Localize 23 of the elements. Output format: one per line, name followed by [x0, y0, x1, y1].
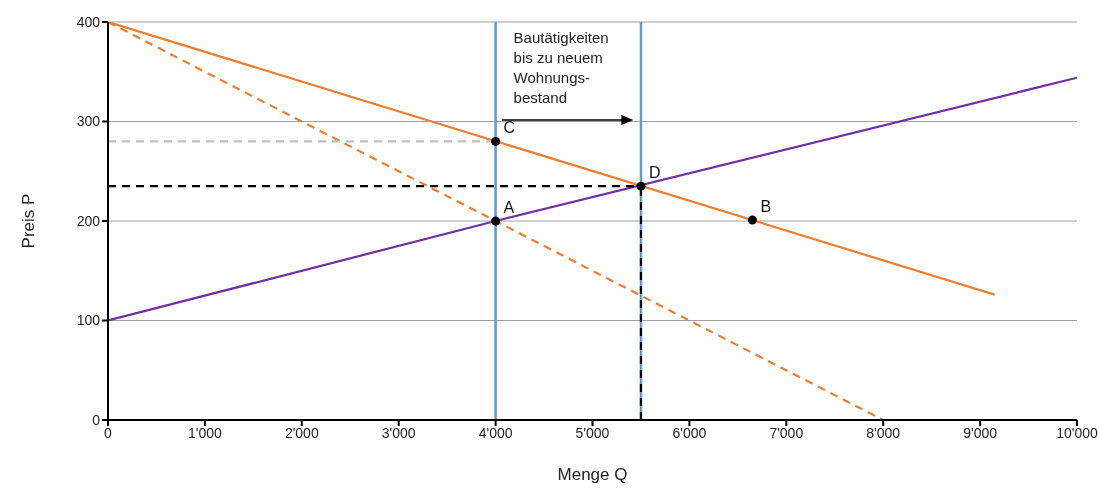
x-axis-title: Menge Q	[557, 465, 628, 484]
x-tick-label: 1'000	[187, 424, 223, 441]
y-tick-label: 0	[92, 411, 101, 428]
x-tick-label: 4'000	[478, 424, 513, 441]
x-tick-label: 6'000	[672, 424, 707, 441]
y-axis-title: Preis P	[19, 193, 39, 249]
y-tick-label: 300	[76, 113, 101, 130]
x-tick-label: 2'000	[284, 424, 319, 441]
annotation: D	[648, 164, 661, 182]
x-tick-label: 8'000	[866, 424, 901, 441]
x-tick-label: 9'000	[963, 424, 998, 441]
annotation: Bautätigkeiten bis zu neuem Wohnungs- bestand	[513, 28, 609, 108]
annotation: A	[503, 199, 515, 216]
x-tick-label: 3'000	[381, 424, 416, 441]
x-tick-label: 7'000	[769, 424, 804, 441]
annotation: C	[503, 119, 516, 137]
annotation: B	[760, 198, 772, 216]
x-tick-label: 10'000	[1056, 424, 1099, 441]
y-tick-label: 100	[76, 312, 101, 329]
y-tick-label: 400	[76, 13, 101, 30]
y-tick-label: 200	[76, 212, 101, 229]
x-tick-label: 5'000	[575, 424, 610, 441]
x-tick-label: 0	[104, 424, 113, 441]
